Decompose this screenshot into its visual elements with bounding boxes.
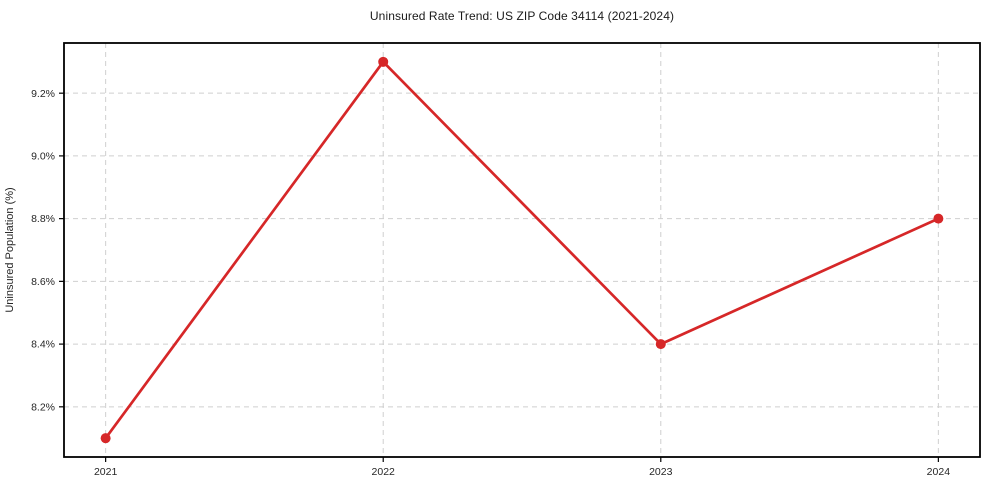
data-point — [655, 339, 666, 350]
data-point — [933, 213, 944, 224]
x-tick-label: 2022 — [372, 466, 396, 478]
x-tick-label: 2023 — [649, 466, 673, 478]
data-point — [378, 56, 389, 67]
plot-border — [63, 42, 981, 458]
y-tick-label: 8.6% — [31, 276, 55, 288]
y-tick-label: 9.2% — [31, 88, 55, 100]
x-tick-label: 2024 — [927, 466, 951, 478]
y-tick-label: 8.4% — [31, 339, 55, 351]
y-tick-label: 8.8% — [31, 213, 55, 225]
x-tick-label: 2021 — [94, 466, 118, 478]
trend-line — [104, 60, 940, 440]
y-tick-label: 9.0% — [31, 150, 55, 162]
y-tick-label: 8.2% — [31, 401, 55, 413]
data-point — [100, 433, 111, 444]
chart-title: Uninsured Rate Trend: US ZIP Code 34114 … — [369, 9, 675, 23]
y-axis-title: Uninsured Population (%) — [4, 187, 16, 312]
